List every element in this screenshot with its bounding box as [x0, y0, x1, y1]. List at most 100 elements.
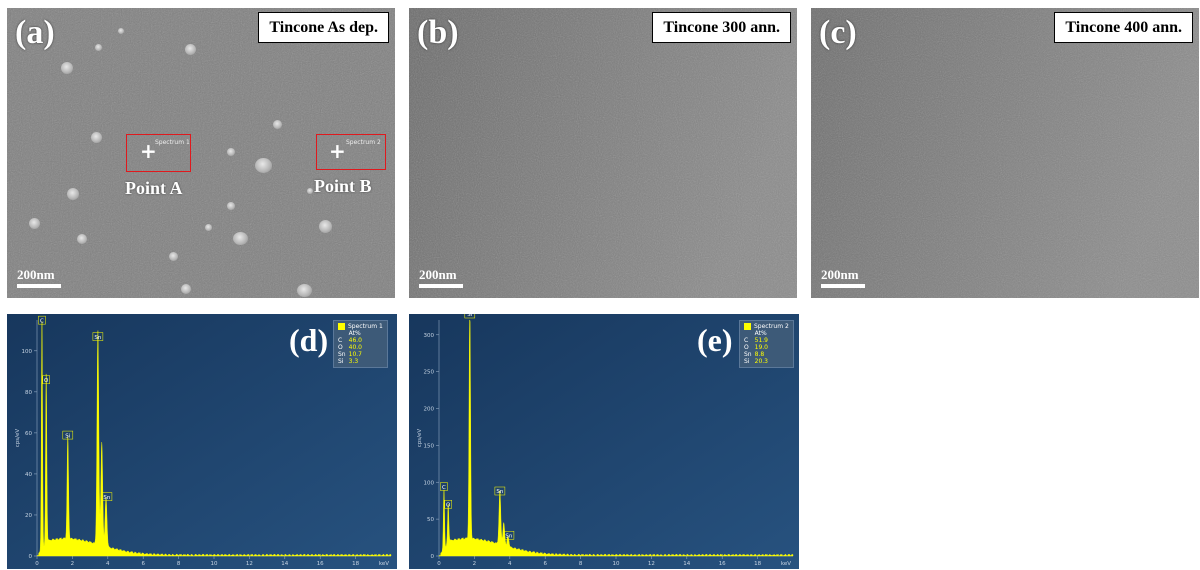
- sem-texture: [811, 8, 1199, 298]
- y-tick-label: 40: [25, 472, 32, 478]
- element: O: [338, 344, 343, 351]
- y-tick-label: 60: [25, 431, 32, 437]
- peak-label: Si: [467, 314, 472, 318]
- scale-bar-label: 200nm: [17, 267, 55, 282]
- panel-title-a: Tincone As dep.: [258, 12, 389, 43]
- grain: [61, 62, 73, 74]
- x-tick-label: 16: [317, 561, 324, 567]
- x-tick-label: 4: [106, 561, 110, 567]
- element: C: [338, 337, 343, 344]
- x-tick-label: 8: [177, 561, 181, 567]
- legend-swatch: [744, 323, 751, 330]
- grain: [255, 158, 272, 173]
- grain: [273, 120, 282, 129]
- y-tick-label: 80: [25, 390, 32, 396]
- element: O: [744, 344, 749, 351]
- x-axis-unit: keV: [379, 561, 389, 567]
- peak-label-box: [464, 314, 476, 319]
- grain: [169, 252, 178, 261]
- scale-bar-c: 200nm: [821, 267, 865, 288]
- y-tick-label: 0: [29, 554, 33, 560]
- panel-letter-d: (d): [289, 322, 329, 358]
- x-tick-label: 18: [754, 561, 761, 567]
- spectrum-trace: [36, 321, 392, 557]
- element: Sn: [744, 351, 752, 358]
- peak-label-box: [42, 375, 50, 384]
- panel-letter-c: (c): [819, 14, 857, 51]
- point-b-label: Point B: [314, 176, 372, 196]
- peak-label-box: [92, 332, 104, 341]
- element: Si: [338, 358, 344, 365]
- at-percent: 40.0: [348, 344, 362, 351]
- peak-label: Si: [65, 433, 70, 439]
- peak-label-box: [62, 430, 74, 440]
- legend-name: Spectrum 1: [348, 323, 383, 330]
- grain: [227, 202, 235, 210]
- x-tick-label: 14: [683, 561, 690, 567]
- grain: [205, 224, 212, 231]
- x-tick-label: 14: [281, 561, 288, 567]
- spectrum-plot-e: 0 50 100 150 200 250 300 cps/eV 0 2 4 6 8 10 12 14 16 18 k…: [409, 314, 799, 569]
- grain: [181, 284, 191, 294]
- scale-bar-line: [17, 284, 61, 288]
- sem-panel-c: (c) Tincone 400 ann. 200nm: [811, 8, 1199, 298]
- y-axis-label: cps/eV: [417, 429, 423, 448]
- point-a-marker: +: [140, 139, 157, 163]
- element: C: [744, 337, 749, 344]
- y-tick-label: 0: [431, 554, 435, 560]
- x-tick-label: 10: [211, 561, 218, 567]
- grain: [95, 44, 102, 51]
- sem-texture: [7, 8, 395, 298]
- element: Si: [744, 358, 750, 365]
- x-axis-unit: keV: [781, 561, 791, 567]
- point-b-box: [316, 134, 386, 170]
- peak-label-box: [101, 492, 113, 501]
- peak-label: Sn: [496, 489, 503, 495]
- y-axis-label: cps/eV: [15, 429, 21, 448]
- spectrum-legend-e: Spectrum 2 At% C 51.9 O 19.0 Sn 8.8 Si 20.3: [739, 320, 794, 368]
- point-b-marker: +: [329, 139, 346, 163]
- x-tick-label: 8: [579, 561, 583, 567]
- peak-label-box: [444, 500, 452, 509]
- x-tick-label: 12: [246, 561, 253, 567]
- at-percent: 46.0: [348, 337, 362, 344]
- y-tick-label: 100: [22, 349, 33, 355]
- peak-label: Sn: [103, 495, 110, 501]
- y-tick-label: 20: [25, 513, 32, 519]
- y-tick-label: 150: [424, 443, 435, 449]
- scale-bar-b: 200nm: [419, 267, 463, 288]
- y-tick-label: 300: [424, 333, 435, 339]
- plot-background: [7, 314, 397, 569]
- x-tick-label: 18: [352, 561, 359, 567]
- grain: [185, 44, 196, 55]
- x-tick-label: 0: [437, 561, 441, 567]
- point-b-spectrum-tag: Spectrum 2: [346, 139, 381, 146]
- panel-title-c: Tincone 400 ann.: [1054, 12, 1193, 43]
- peak-label: Sn: [505, 533, 512, 539]
- panel-letter-b: (b): [417, 14, 459, 51]
- element: Sn: [338, 351, 346, 358]
- grain: [307, 188, 313, 194]
- grain: [29, 218, 40, 229]
- point-a-box: [126, 134, 191, 172]
- grain: [118, 28, 124, 34]
- at-percent: 19.0: [754, 344, 768, 351]
- sem-texture: [409, 8, 797, 298]
- at-percent: 20.3: [754, 358, 768, 365]
- eds-spectrum-e: 0 50 100 150 200 250 300 cps/eV 0 2 4 6 8 10 12 14 16 18 k…: [409, 314, 799, 569]
- grain: [91, 132, 102, 143]
- scale-bar-label: 200nm: [821, 267, 859, 282]
- peak-label-box: [440, 482, 448, 491]
- x-tick-label: 0: [35, 561, 39, 567]
- composition-table: At% C 51.9 O 19.0 Sn 8.8 Si 20.3: [744, 330, 771, 365]
- scale-bar-a: 200nm: [17, 267, 61, 288]
- grain: [227, 148, 235, 156]
- peak-label-box: [38, 315, 46, 325]
- peak-label: O: [44, 378, 49, 384]
- point-a-spectrum-tag: Spectrum 1: [155, 139, 190, 146]
- grain: [67, 188, 79, 200]
- at-percent: 8.8: [754, 351, 765, 358]
- scale-bar-line: [821, 284, 865, 288]
- x-tick-label: 2: [473, 561, 477, 567]
